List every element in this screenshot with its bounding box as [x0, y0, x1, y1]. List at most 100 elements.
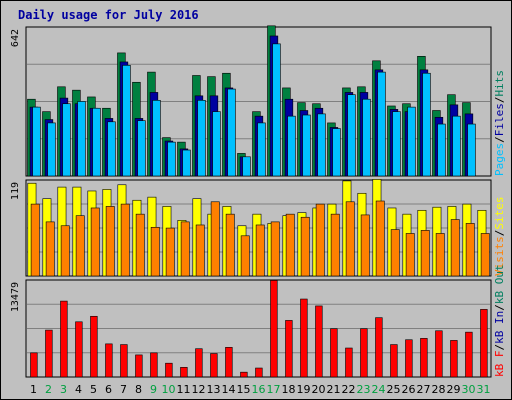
bar-kb-f-26: [405, 339, 413, 378]
x-tick-label-4: 4: [75, 383, 82, 396]
bar-kb-f-28: [435, 330, 443, 378]
bar-sites-1: [30, 203, 40, 277]
bar-sites-6: [105, 206, 115, 277]
bar-pages-26: [407, 106, 416, 177]
legend-separator: /: [493, 344, 506, 351]
bar-sites-12: [195, 224, 205, 277]
legend-separator: /: [493, 97, 506, 104]
legend-item: kB Out: [493, 264, 506, 304]
bar-kb-f-17: [270, 280, 278, 378]
bar-pages-11: [182, 149, 191, 177]
series-pages: [32, 43, 476, 177]
bar-kb-f-2: [45, 329, 53, 378]
panel-middle: 119 Visits/Sites: [10, 179, 506, 277]
bar-sites-26: [405, 233, 415, 277]
bar-pages-12: [197, 100, 206, 177]
legend-top: Pages/Files/Hits: [493, 70, 506, 176]
x-tick-label-28: 28: [432, 383, 446, 396]
bar-pages-10: [167, 141, 176, 177]
chart-title: Daily usage for July 2016: [18, 8, 199, 22]
legend-item: Files: [493, 103, 506, 136]
bar-pages-22: [347, 94, 356, 177]
bar-pages-23: [362, 98, 371, 177]
bar-pages-6: [107, 121, 116, 177]
bar-kb-f-29: [450, 340, 458, 378]
bar-pages-25: [392, 111, 401, 177]
bar-kb-f-7: [120, 344, 128, 378]
bar-pages-1: [32, 106, 41, 177]
bar-pages-24: [377, 71, 386, 177]
legend-item: Hits: [493, 70, 506, 97]
legend-item: kB In: [493, 311, 506, 344]
bar-pages-13: [212, 111, 221, 177]
bar-kb-f-16: [255, 367, 263, 378]
bar-sites-14: [225, 213, 235, 277]
bar-pages-29: [452, 115, 461, 177]
bar-sites-3: [60, 225, 70, 277]
x-tick-label-30: 30: [462, 383, 476, 396]
legend-item: kB F: [493, 351, 506, 378]
x-tick-label-31: 31: [477, 383, 491, 396]
bar-sites-22: [345, 201, 355, 277]
bar-sites-20: [315, 203, 325, 277]
x-tick-label-12: 12: [192, 383, 206, 396]
bar-kb-f-15: [240, 371, 248, 378]
bar-pages-17: [272, 43, 281, 177]
x-tick-label-26: 26: [402, 383, 416, 396]
panel-top: 642 Pages/Files/Hits: [10, 25, 506, 177]
x-tick-label-9: 9: [150, 383, 157, 396]
x-tick-label-19: 19: [297, 383, 311, 396]
x-tick-label-16: 16: [252, 383, 266, 396]
bar-kb-f-14: [225, 347, 233, 378]
bar-kb-f-18: [285, 320, 293, 378]
bar-pages-27: [422, 72, 431, 177]
bar-kb-f-25: [390, 344, 398, 378]
bar-pages-19: [302, 114, 311, 177]
bar-kb-f-9: [150, 352, 158, 378]
x-tick-label-18: 18: [282, 383, 296, 396]
bar-pages-9: [152, 100, 161, 177]
bar-kb-f-8: [135, 354, 143, 378]
legend-separator: /: [493, 230, 506, 237]
bar-sites-19: [300, 216, 310, 277]
bar-sites-25: [390, 229, 400, 277]
bar-pages-28: [437, 123, 446, 177]
x-tick-label-20: 20: [312, 383, 326, 396]
x-tick-label-15: 15: [237, 383, 251, 396]
bar-kb-f-31: [480, 309, 488, 378]
bar-sites-4: [75, 215, 85, 277]
bar-kb-f-6: [105, 343, 113, 378]
bar-kb-f-13: [210, 353, 218, 378]
y-max-label: 119: [10, 182, 21, 200]
bar-kb-f-30: [465, 331, 473, 378]
bar-pages-20: [317, 113, 326, 177]
bar-kb-f-27: [420, 338, 428, 378]
bar-sites-11: [180, 221, 190, 277]
bar-sites-13: [210, 201, 220, 277]
x-tick-label-3: 3: [60, 383, 67, 396]
x-tick-label-2: 2: [45, 383, 52, 396]
bar-pages-18: [287, 115, 296, 177]
bar-sites-27: [420, 230, 430, 277]
bar-kb-f-11: [180, 367, 188, 378]
x-tick-label-8: 8: [135, 383, 142, 396]
bar-kb-f-12: [195, 348, 203, 378]
bar-sites-24: [375, 200, 385, 277]
bar-kb-f-1: [30, 352, 38, 378]
x-tick-label-25: 25: [387, 383, 401, 396]
bar-pages-5: [92, 107, 101, 177]
bar-pages-30: [467, 123, 476, 177]
bar-sites-16: [255, 224, 265, 277]
bar-kb-f-23: [360, 328, 368, 378]
y-max-label: 642: [10, 29, 21, 47]
bar-kb-f-21: [330, 328, 338, 378]
bar-sites-17: [270, 221, 280, 277]
x-tick-label-21: 21: [327, 383, 341, 396]
bar-pages-15: [242, 156, 251, 177]
series-kb-f: [30, 280, 488, 378]
bar-pages-4: [77, 101, 86, 177]
bar-pages-16: [257, 122, 266, 177]
bar-sites-21: [330, 213, 340, 277]
bar-pages-7: [122, 65, 131, 177]
legend-middle: Visits/Sites: [493, 197, 506, 277]
